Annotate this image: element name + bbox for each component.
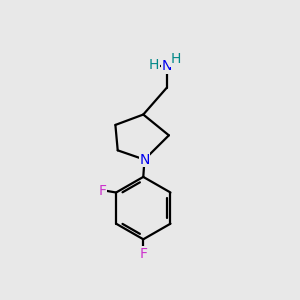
Text: N: N bbox=[139, 153, 150, 166]
Text: F: F bbox=[139, 247, 147, 261]
Text: N: N bbox=[161, 59, 172, 73]
Text: F: F bbox=[98, 184, 106, 198]
Text: H: H bbox=[170, 52, 181, 66]
Text: H: H bbox=[148, 58, 159, 72]
